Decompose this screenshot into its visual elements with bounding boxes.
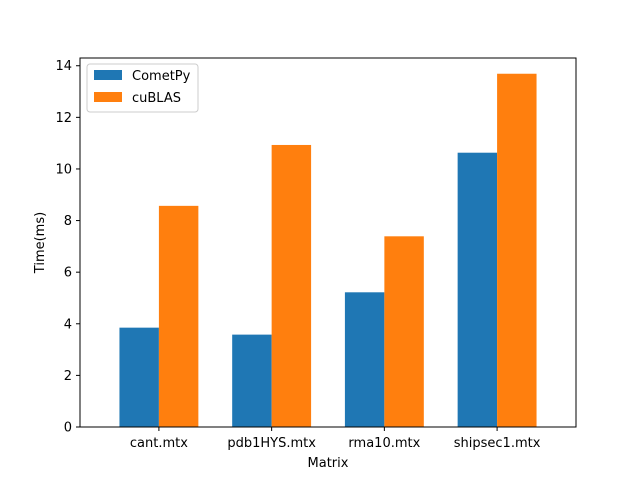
x-axis: cant.mtx pdb1HYS.mtx rma10.mtx shipsec1.mtx [130, 427, 541, 451]
x-tick-label: rma10.mtx [348, 436, 420, 451]
x-tick-label: cant.mtx [130, 436, 188, 451]
y-tick-label: 14 [55, 59, 72, 74]
y-tick-label: 12 [55, 111, 72, 126]
bar-cometpy-pdb1HYS-mtx [232, 334, 272, 427]
bar-cometpy-rma10-mtx [344, 292, 385, 427]
legend-label-cometpy: CometPy [132, 69, 191, 84]
x-axis-label: Matrix [308, 456, 349, 471]
y-axis-label: Time(ms) [33, 212, 48, 274]
x-tick-label: pdb1HYS.mtx [227, 436, 316, 451]
y-tick-label: 10 [55, 162, 72, 177]
bar-cublas-shipsec1-mtx [497, 73, 537, 427]
legend-label-cublas: cuBLAS [132, 91, 181, 106]
bars-layer [119, 73, 537, 427]
bar-cublas-pdb1HYS-mtx [271, 144, 312, 427]
legend-swatch-cometpy [94, 70, 122, 80]
y-tick-label: 6 [64, 266, 72, 281]
legend-swatch-cublas [94, 92, 122, 102]
bar-cublas-rma10-mtx [384, 236, 424, 427]
plot-frame [79, 57, 577, 428]
bar-cometpy-cant-mtx [119, 327, 159, 427]
bar-cometpy-shipsec1-mtx [457, 152, 498, 427]
y-axis: 0 2 4 6 8 10 12 14 [55, 59, 80, 436]
legend: CometPy cuBLAS [86, 63, 199, 113]
y-tick-label: 0 [64, 421, 72, 436]
bar-cublas-cant-mtx [158, 205, 199, 427]
y-tick-label: 4 [64, 317, 72, 332]
y-tick-label: 2 [64, 369, 72, 384]
y-tick-label: 8 [64, 214, 72, 229]
x-tick-label: shipsec1.mtx [454, 436, 541, 451]
